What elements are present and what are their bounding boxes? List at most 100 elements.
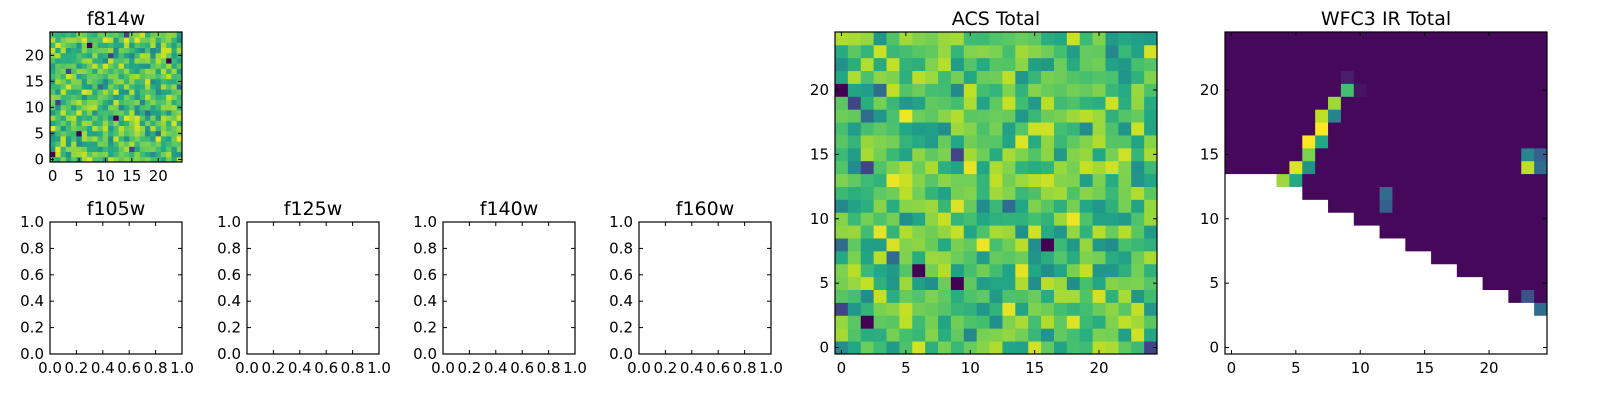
heatmap-cell xyxy=(1144,341,1158,355)
heatmap-cell xyxy=(145,84,151,90)
heatmap-cell xyxy=(938,276,952,290)
heatmap-cell xyxy=(118,73,125,80)
heatmap-cell xyxy=(1053,57,1068,72)
heatmap-cell xyxy=(1105,122,1119,136)
heatmap-cell xyxy=(65,110,72,116)
heatmap-cell xyxy=(97,73,104,80)
heatmap-cell xyxy=(1392,70,1406,84)
heatmap-cell xyxy=(171,37,178,43)
heatmap-cell xyxy=(134,136,141,142)
heatmap-cell xyxy=(1002,173,1016,187)
heatmap-cell xyxy=(847,250,862,265)
heatmap-cell xyxy=(108,73,114,80)
heatmap-cell xyxy=(1289,109,1303,123)
heatmap-cell xyxy=(81,63,88,69)
heatmap-cell xyxy=(113,115,120,121)
heatmap-cell xyxy=(102,151,109,158)
heatmap-cell xyxy=(1041,173,1055,187)
heatmap-cell xyxy=(899,83,913,97)
heatmap-cell xyxy=(1015,70,1029,84)
heatmap-cell xyxy=(1289,44,1303,59)
heatmap-cell xyxy=(1028,341,1042,355)
heatmap-cell xyxy=(55,136,61,142)
heatmap-cell xyxy=(118,136,125,142)
heatmap-cell xyxy=(160,84,167,90)
heatmap-cell xyxy=(76,110,83,116)
heatmap-cell xyxy=(1053,263,1068,278)
heatmap-cell xyxy=(1508,173,1522,187)
heatmap-cell xyxy=(1302,96,1316,110)
heatmap-cell xyxy=(989,160,1003,175)
x-tick-label: 5 xyxy=(901,359,911,377)
heatmap-cell xyxy=(1469,96,1483,110)
heatmap-cell xyxy=(1534,109,1548,123)
heatmap-cell xyxy=(886,225,900,239)
heatmap-cell xyxy=(1366,135,1380,149)
heatmap-cell xyxy=(123,78,130,85)
heatmap-cell xyxy=(81,58,88,64)
heatmap-cell xyxy=(76,52,83,59)
heatmap-cell xyxy=(1144,199,1158,213)
heatmap-cell xyxy=(160,99,167,106)
heatmap-cell xyxy=(76,84,83,90)
heatmap-cell xyxy=(1066,70,1081,84)
heatmap-cell xyxy=(118,63,125,69)
heatmap-cell xyxy=(835,289,849,303)
heatmap-cell xyxy=(129,42,135,48)
heatmap-cell xyxy=(899,109,913,123)
heatmap-cell xyxy=(171,78,178,85)
heatmap-cell xyxy=(92,89,98,95)
heatmap-cell xyxy=(150,73,156,80)
heatmap-cell xyxy=(108,146,114,152)
heatmap-cell xyxy=(71,89,77,95)
heatmap-cell xyxy=(1302,83,1316,97)
y-tick-label: 0.0 xyxy=(217,345,241,363)
heatmap-cell xyxy=(97,68,104,74)
heatmap-cell xyxy=(81,73,88,80)
heatmap-cell xyxy=(1015,109,1029,123)
heatmap-cell xyxy=(1353,70,1368,84)
heatmap-cell xyxy=(1144,160,1158,175)
heatmap-cell xyxy=(139,47,146,54)
y-tick-label: 0.0 xyxy=(413,345,437,363)
heatmap-cell xyxy=(1302,109,1316,123)
heatmap-cell xyxy=(1118,32,1132,46)
y-tick-label: 15 xyxy=(25,72,44,90)
heatmap-cell xyxy=(847,160,862,175)
heatmap-cell xyxy=(171,146,178,152)
heatmap-cell xyxy=(1105,109,1119,123)
heatmap-cell xyxy=(129,68,135,74)
heatmap-cell xyxy=(81,136,88,142)
heatmap-cell xyxy=(55,120,61,126)
heatmap-cell xyxy=(1469,160,1483,175)
heatmap-cell xyxy=(1418,173,1432,187)
heatmap-cell xyxy=(1302,32,1316,46)
heatmap-cell xyxy=(65,73,72,80)
heatmap-cell xyxy=(145,120,151,126)
heatmap-cell xyxy=(1366,83,1380,97)
heatmap-cell xyxy=(1456,212,1471,226)
heatmap-cell xyxy=(950,160,965,175)
heatmap-cell xyxy=(97,32,104,38)
heatmap-cell xyxy=(50,136,56,142)
heatmap-cell xyxy=(1302,160,1316,175)
heatmap-cell xyxy=(160,78,167,85)
y-tick-label: 20 xyxy=(810,81,829,99)
heatmap-cell xyxy=(65,151,72,158)
heatmap-cell xyxy=(50,146,56,152)
heatmap-cell xyxy=(1092,122,1106,136)
heatmap-cell xyxy=(860,83,875,97)
heatmap-cell xyxy=(1508,135,1522,149)
heatmap-cell xyxy=(1482,44,1496,59)
heatmap-cell xyxy=(123,104,130,111)
heatmap-cell xyxy=(76,78,83,85)
heatmap-cell xyxy=(1534,199,1548,213)
heatmap-cell xyxy=(60,42,67,48)
heatmap-cell xyxy=(1131,199,1145,213)
heatmap-cell xyxy=(1250,96,1265,110)
heatmap-cell xyxy=(1131,147,1145,162)
heatmap-cell xyxy=(835,44,849,59)
heatmap-cell xyxy=(925,276,939,290)
heatmap-cell xyxy=(86,94,93,100)
